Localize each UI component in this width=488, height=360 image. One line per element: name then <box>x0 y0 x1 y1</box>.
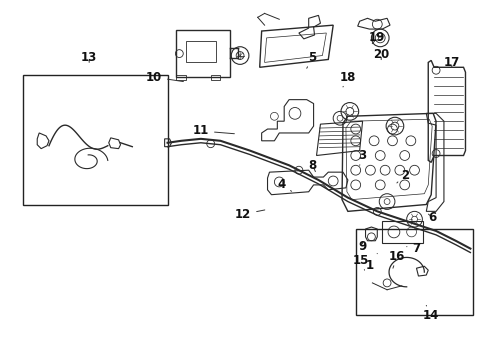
Text: 4: 4 <box>277 179 291 192</box>
Text: 3: 3 <box>358 149 366 165</box>
Text: 12: 12 <box>234 208 264 221</box>
Bar <box>22 75 167 204</box>
Text: 16: 16 <box>388 250 404 268</box>
Text: 2: 2 <box>396 168 408 183</box>
Bar <box>186 41 215 62</box>
Text: 10: 10 <box>145 71 183 84</box>
Bar <box>176 75 186 80</box>
Text: 7: 7 <box>406 242 420 255</box>
Text: 14: 14 <box>422 305 439 322</box>
Text: 19: 19 <box>368 31 385 44</box>
Text: 6: 6 <box>427 211 435 224</box>
Text: 15: 15 <box>352 254 368 270</box>
Text: 8: 8 <box>308 159 316 172</box>
Text: 18: 18 <box>339 71 355 87</box>
Text: 11: 11 <box>192 125 234 138</box>
Bar <box>382 221 423 243</box>
Text: 13: 13 <box>81 51 97 64</box>
Text: 17: 17 <box>443 56 459 69</box>
Text: 9: 9 <box>358 240 366 253</box>
Text: 1: 1 <box>365 253 377 272</box>
Text: 5: 5 <box>306 51 316 68</box>
Bar <box>355 229 472 315</box>
Bar <box>210 75 220 80</box>
Bar <box>176 30 230 77</box>
Text: 20: 20 <box>372 48 388 61</box>
